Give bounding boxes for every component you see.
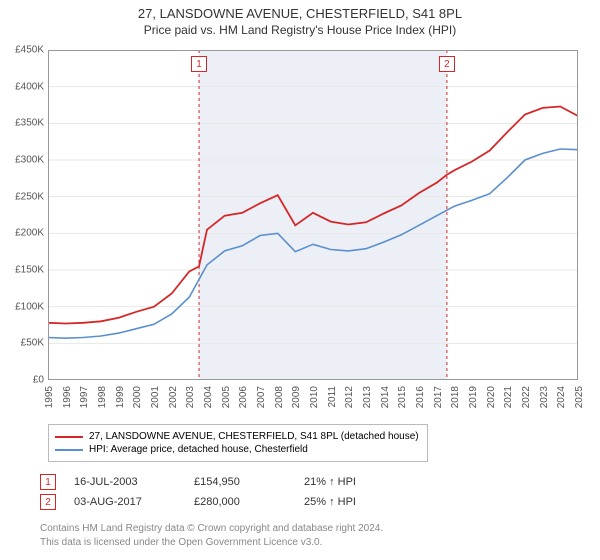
x-tick-label: 2006 — [238, 386, 249, 408]
sale-date: 16-JUL-2003 — [74, 476, 194, 488]
x-tick-label: 2000 — [132, 386, 143, 408]
legend-swatch — [55, 436, 83, 438]
x-tick-label: 2002 — [168, 386, 179, 408]
annotation-badge-2: 2 — [439, 56, 455, 72]
x-tick-label: 2017 — [433, 386, 444, 408]
plot-svg — [48, 50, 578, 380]
x-tick-label: 2008 — [274, 386, 285, 408]
y-tick-label: £450K — [15, 45, 44, 56]
x-tick-label: 2011 — [327, 386, 338, 408]
x-tick-label: 2005 — [221, 386, 232, 408]
x-tick-label: 2022 — [521, 386, 532, 408]
y-tick-label: £250K — [15, 191, 44, 202]
x-tick-label: 2010 — [309, 386, 320, 408]
sale-date: 03-AUG-2017 — [74, 496, 194, 508]
sales-table: 1 16-JUL-2003£154,95021% ↑ HPI 2 03-AUG-201… — [40, 470, 560, 514]
x-tick-label: 2001 — [150, 386, 161, 408]
x-tick-label: 2020 — [486, 386, 497, 408]
x-tick-label: 2019 — [468, 386, 479, 408]
legend-swatch — [55, 449, 83, 451]
legend-label: 27, LANSDOWNE AVENUE, CHESTERFIELD, S41 … — [89, 431, 419, 442]
title-sub: Price paid vs. HM Land Registry's House … — [0, 23, 600, 37]
x-tick-label: 2012 — [344, 386, 355, 408]
sale-price: £154,950 — [194, 476, 304, 488]
sale-badge: 1 — [40, 474, 56, 490]
x-tick-label: 2007 — [256, 386, 267, 408]
legend-label: HPI: Average price, detached house, Ches… — [89, 444, 308, 455]
y-tick-label: £100K — [15, 301, 44, 312]
footer-line-2: This data is licensed under the Open Gov… — [40, 536, 570, 550]
title-main: 27, LANSDOWNE AVENUE, CHESTERFIELD, S41 … — [0, 6, 600, 21]
legend-item: HPI: Average price, detached house, Ches… — [55, 444, 421, 455]
y-tick-label: £200K — [15, 228, 44, 239]
x-axis: 1995199619971998199920002001200220032004… — [48, 382, 578, 422]
sale-badge: 2 — [40, 494, 56, 510]
y-axis: £0£50K£100K£150K£200K£250K£300K£350K£400… — [0, 50, 46, 380]
x-tick-label: 2004 — [203, 386, 214, 408]
x-tick-label: 2021 — [503, 386, 514, 408]
x-tick-label: 2025 — [574, 386, 585, 408]
x-tick-label: 1999 — [115, 386, 126, 408]
x-tick-label: 1997 — [79, 386, 90, 408]
y-tick-label: £150K — [15, 265, 44, 276]
sale-pct: 25% ↑ HPI — [304, 496, 404, 508]
price-vs-hpi-chart: 27, LANSDOWNE AVENUE, CHESTERFIELD, S41 … — [0, 0, 600, 560]
y-tick-label: £0 — [33, 375, 44, 386]
sale-pct: 21% ↑ HPI — [304, 476, 404, 488]
x-tick-label: 2016 — [415, 386, 426, 408]
y-tick-label: £50K — [21, 338, 44, 349]
x-tick-label: 2009 — [291, 386, 302, 408]
x-tick-label: 2015 — [397, 386, 408, 408]
x-tick-label: 2023 — [539, 386, 550, 408]
x-tick-label: 2014 — [380, 386, 391, 408]
y-tick-label: £300K — [15, 155, 44, 166]
x-tick-label: 1998 — [97, 386, 108, 408]
title-block: 27, LANSDOWNE AVENUE, CHESTERFIELD, S41 … — [0, 0, 600, 41]
x-tick-label: 2018 — [450, 386, 461, 408]
footer-line-1: Contains HM Land Registry data © Crown c… — [40, 522, 570, 536]
plot-area: 12 — [48, 50, 578, 380]
sale-price: £280,000 — [194, 496, 304, 508]
x-tick-label: 1996 — [62, 386, 73, 408]
y-tick-label: £350K — [15, 118, 44, 129]
x-tick-label: 1995 — [44, 386, 55, 408]
x-tick-label: 2013 — [362, 386, 373, 408]
sale-row: 2 03-AUG-2017£280,00025% ↑ HPI — [40, 494, 560, 510]
x-tick-label: 2003 — [185, 386, 196, 408]
legend: 27, LANSDOWNE AVENUE, CHESTERFIELD, S41 … — [48, 424, 428, 462]
sale-row: 1 16-JUL-2003£154,95021% ↑ HPI — [40, 474, 560, 490]
x-tick-label: 2024 — [556, 386, 567, 408]
footer-note: Contains HM Land Registry data © Crown c… — [40, 522, 570, 549]
y-tick-label: £400K — [15, 81, 44, 92]
annotation-badge-1: 1 — [191, 56, 207, 72]
legend-item: 27, LANSDOWNE AVENUE, CHESTERFIELD, S41 … — [55, 431, 421, 442]
